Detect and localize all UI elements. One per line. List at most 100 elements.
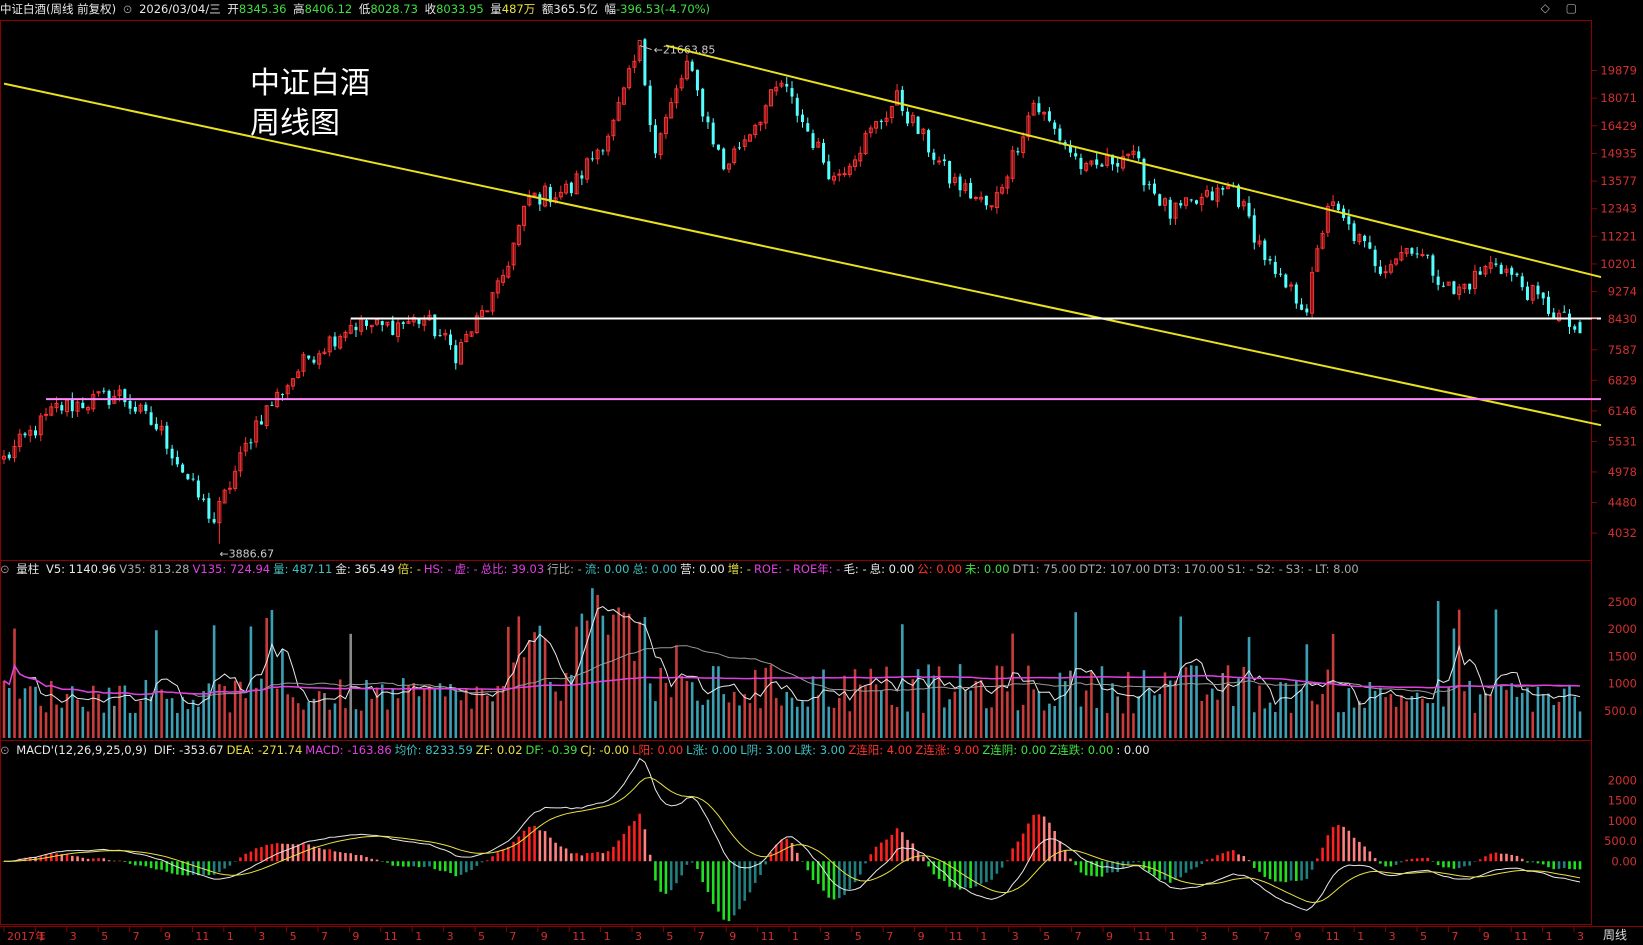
- macd-histogram-bar: [244, 853, 247, 862]
- volume-bar: [296, 703, 300, 738]
- volume-indicator-value: 流: 0.00: [584, 562, 630, 576]
- volume-bar: [307, 701, 310, 738]
- macd-histogram-bar: [680, 861, 683, 876]
- period-label[interactable]: 周线: [1602, 928, 1627, 942]
- macd-indicator-name[interactable]: MACD'(12,26,9,25,0,9): [16, 743, 148, 757]
- candle-body: [1168, 199, 1172, 219]
- candle-body: [758, 121, 763, 126]
- candle-body: [753, 124, 758, 136]
- volume-bar: [218, 684, 221, 738]
- volume-bar: [822, 669, 825, 738]
- candle-body: [348, 324, 353, 334]
- candle-body: [91, 394, 96, 410]
- candle-body: [191, 478, 195, 480]
- candle-body: [1494, 263, 1498, 265]
- volume-bar: [943, 707, 946, 738]
- volume-bar: [228, 712, 232, 738]
- macd-histogram-bar: [375, 859, 379, 862]
- time-tick-label: 3: [1389, 930, 1396, 943]
- volume-ma135-line: [3, 663, 1581, 696]
- candle-body: [144, 404, 148, 411]
- volume-bar: [1295, 680, 1298, 738]
- settings-icon[interactable]: ⊙: [122, 2, 133, 16]
- candle-body: [1095, 159, 1099, 165]
- volume-bar: [1547, 693, 1550, 738]
- window-controls[interactable]: ◇ ▢: [1540, 1, 1583, 15]
- macd-histogram-bar: [554, 842, 557, 862]
- volume-bar: [1468, 680, 1471, 738]
- candle-body: [1074, 153, 1078, 157]
- volume-bar: [475, 686, 479, 738]
- macd-histogram-bar: [1431, 861, 1435, 862]
- macd-histogram-bar: [1562, 861, 1566, 868]
- macd-indicator-value: Z连阳: 4.00: [848, 743, 913, 757]
- candle-body: [1089, 160, 1094, 165]
- macd-histogram-bar: [113, 860, 116, 862]
- volume-bar: [1037, 691, 1041, 738]
- volume-bar: [874, 684, 878, 738]
- candle-body: [1152, 183, 1156, 194]
- macd-histogram-bar: [49, 853, 53, 862]
- volume-bar: [648, 683, 652, 738]
- volume-bar: [86, 711, 90, 738]
- volume-bar: [333, 703, 337, 738]
- candle-body: [1084, 163, 1089, 171]
- candle-body: [222, 489, 227, 504]
- candle-body: [1383, 271, 1388, 274]
- volume-indicator-name[interactable]: 量柱: [16, 562, 40, 576]
- macd-indicator-value: DIF: -353.67: [153, 743, 224, 757]
- time-tick-label: 3: [70, 930, 77, 943]
- macd-histogram-bar: [1510, 854, 1514, 862]
- volume-bar: [254, 687, 258, 738]
- candle-body: [1247, 202, 1251, 217]
- volume-bar: [685, 681, 689, 738]
- time-tick-label: 7: [509, 930, 516, 943]
- macd-histogram-bar: [937, 861, 941, 879]
- volume-bar: [1274, 712, 1277, 738]
- volume-indicator-value: 行比: -: [547, 562, 582, 576]
- candle-body: [138, 404, 143, 412]
- macd-histogram-bar: [528, 826, 531, 862]
- candle-body: [774, 86, 779, 92]
- time-tick-label: 3: [1012, 930, 1019, 943]
- volume-settings-icon[interactable]: ⊙: [0, 562, 10, 576]
- volume-bar: [1016, 710, 1020, 738]
- candle-body: [1441, 285, 1445, 287]
- macd-histogram-bar: [1541, 861, 1545, 865]
- volume-bar: [207, 683, 211, 738]
- macd-histogram-bar: [932, 861, 936, 875]
- macd-histogram-bar: [323, 849, 326, 862]
- volume-bar: [1063, 681, 1067, 738]
- volume-indicator-value: ROE: -: [753, 562, 790, 576]
- macd-histogram-bar: [1137, 861, 1141, 863]
- candle-body: [1525, 286, 1529, 300]
- volume-bar: [1400, 695, 1403, 738]
- macd-histogram-bar: [1042, 816, 1046, 862]
- macd-histogram-bar: [1132, 861, 1135, 863]
- candle-body: [1058, 128, 1062, 141]
- macd-histogram-bar: [1153, 861, 1156, 876]
- candle-body: [1373, 249, 1377, 267]
- macd-histogram-bar: [338, 852, 342, 862]
- candle-body: [1126, 153, 1131, 157]
- volume-bar: [958, 664, 962, 738]
- macd-histogram-bar: [1295, 861, 1298, 881]
- volume-bar: [591, 588, 594, 738]
- candle-body: [1499, 264, 1503, 274]
- candle-body: [590, 158, 594, 160]
- volume-bar: [1552, 705, 1556, 738]
- macd-histogram-bar: [1095, 861, 1098, 877]
- volume-bar: [349, 633, 353, 738]
- volume-bar: [927, 664, 930, 738]
- volume-bar: [1510, 683, 1514, 738]
- volume-bar: [1011, 633, 1014, 738]
- candle-body: [380, 321, 384, 325]
- volume-bar: [1053, 706, 1056, 738]
- change-label: 幅: [604, 2, 617, 16]
- volume-bar: [302, 709, 305, 738]
- volume-bar: [1221, 672, 1225, 738]
- volume-bar: [1000, 666, 1004, 738]
- volume-indicator-value: HS: -: [423, 562, 452, 576]
- macd-settings-icon[interactable]: ⊙: [0, 743, 10, 757]
